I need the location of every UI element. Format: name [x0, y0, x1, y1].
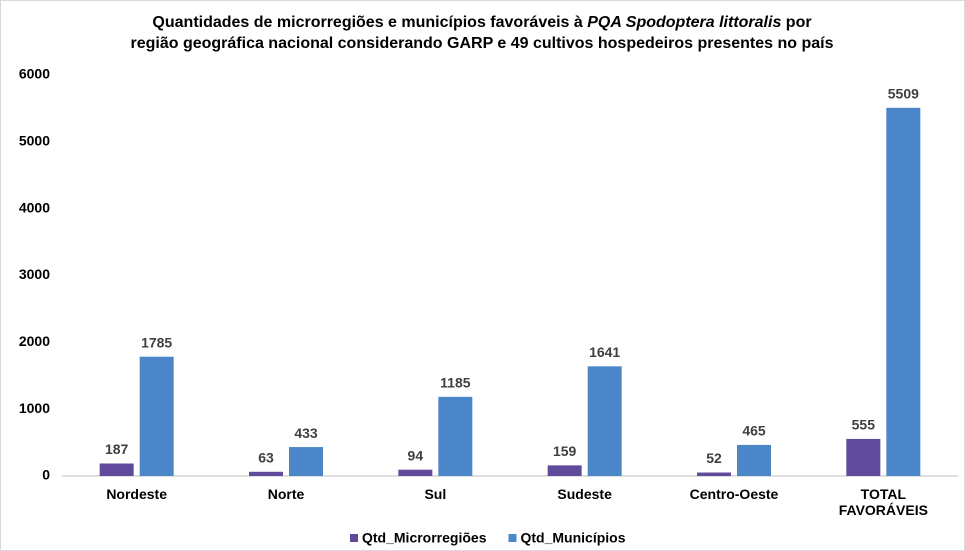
- value-label: 63: [258, 449, 274, 465]
- value-label: 1641: [589, 344, 620, 360]
- legend-swatch: [508, 534, 517, 542]
- legend-label: Qtd_Microrregiões: [362, 530, 487, 546]
- value-label: 94: [408, 447, 424, 463]
- bar: [737, 444, 771, 476]
- bar: [547, 465, 582, 476]
- x-tick-label: TOTAL FAVORÁVEIS: [838, 486, 928, 518]
- value-label: 1185: [440, 375, 471, 391]
- legend-label: Qtd_Municípios: [520, 530, 625, 546]
- value-label: 465: [742, 423, 766, 439]
- bar: [249, 471, 283, 476]
- bar: [289, 447, 323, 476]
- bar: [587, 366, 622, 476]
- x-tick-label: Sudeste: [557, 486, 612, 502]
- value-label: 52: [706, 450, 722, 466]
- value-label: 1785: [141, 334, 172, 350]
- bar: [886, 107, 921, 476]
- y-tick-label: 0: [42, 467, 50, 483]
- bar: [697, 472, 731, 476]
- value-label: 159: [553, 443, 577, 459]
- x-tick-label: Centro-Oeste: [689, 486, 779, 502]
- bar: [139, 356, 174, 476]
- y-tick-label: 5000: [19, 133, 50, 149]
- x-tick-label: Norte: [267, 486, 305, 502]
- y-tick-label: 4000: [19, 199, 50, 215]
- legend-swatch: [350, 534, 358, 542]
- title-part: por: [781, 14, 811, 31]
- value-label: 187: [105, 441, 129, 457]
- bar: [846, 438, 881, 476]
- x-tick-label: Sul: [424, 486, 447, 502]
- title-part: PQA Spodoptera littoralis: [587, 14, 781, 31]
- y-tick-label: 3000: [19, 266, 50, 282]
- bar: [438, 396, 473, 476]
- value-label: 433: [294, 425, 318, 441]
- x-tick-label: Nordeste: [106, 486, 167, 502]
- y-tick-label: 6000: [19, 66, 50, 82]
- chart-title: região geográfica nacional considerando …: [130, 35, 833, 52]
- title-part: Quantidades de microrregiões e município…: [152, 14, 587, 31]
- value-label: 555: [852, 417, 876, 433]
- y-tick-label: 2000: [19, 333, 50, 349]
- title-part: região geográfica nacional considerando …: [130, 35, 833, 52]
- bar: [99, 463, 134, 476]
- value-label: 5509: [888, 86, 919, 102]
- bar: [398, 469, 433, 476]
- chart-title: Quantidades de microrregiões e município…: [152, 14, 811, 31]
- y-tick-label: 1000: [19, 400, 50, 416]
